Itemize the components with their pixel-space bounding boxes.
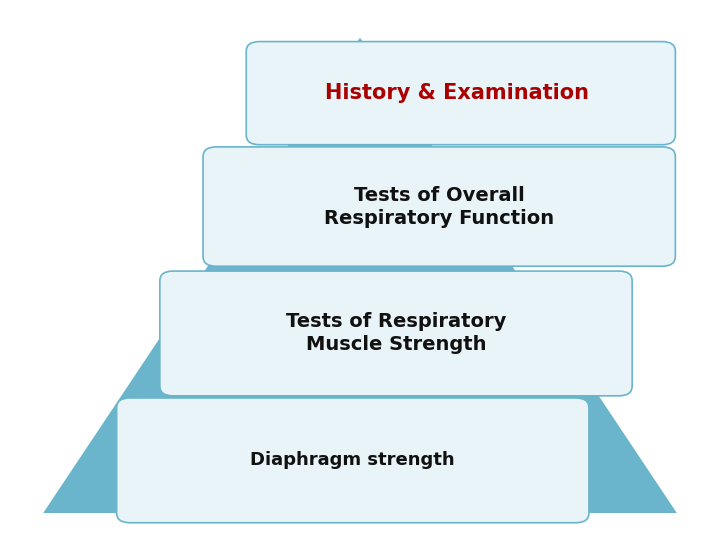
Text: Tests of Overall
Respiratory Function: Tests of Overall Respiratory Function [324, 186, 554, 228]
FancyBboxPatch shape [246, 42, 675, 145]
FancyBboxPatch shape [117, 398, 589, 523]
Text: History & Examination: History & Examination [325, 83, 589, 103]
FancyBboxPatch shape [203, 147, 675, 266]
Polygon shape [43, 38, 677, 513]
Text: Diaphragm strength: Diaphragm strength [251, 451, 455, 469]
Text: Tests of Respiratory
Muscle Strength: Tests of Respiratory Muscle Strength [286, 312, 506, 354]
FancyBboxPatch shape [160, 271, 632, 396]
